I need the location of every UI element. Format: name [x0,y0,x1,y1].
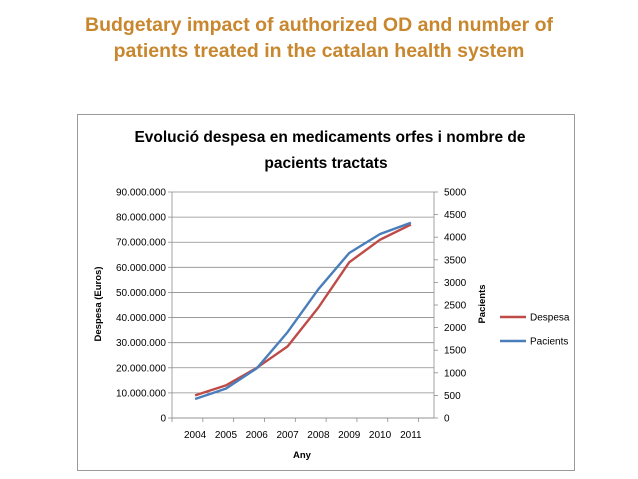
y-right-tick-label: 2500 [444,301,467,312]
y-left-tick-label: 30.000.000 [116,338,166,349]
y-right-tick-label: 4000 [444,233,467,244]
x-tick-label: 2005 [215,430,238,441]
y-right-tick-label: 3500 [444,255,467,266]
y-right-tick-label: 5000 [444,188,467,199]
legend-label-despesa: Despesa [530,313,570,324]
y-right-tick-label: 4500 [444,210,467,221]
y-left-tick-label: 80.000.000 [116,213,166,224]
y-right-tick-label: 500 [444,391,461,402]
series-line-despesa [194,223,412,397]
y-left-tick-label: 90.000.000 [116,188,166,199]
tick-labels: 0 10.000.000 20.000.000 30.000.000 40.000.00… [116,188,467,442]
slide-title: Budgetary impact of authorized OD and nu… [40,12,598,64]
y-axis-left-title: Despesa (Euros) [93,267,104,342]
axes [168,191,438,422]
y-right-tick-label: 1000 [444,368,467,379]
series-lines [194,221,412,401]
x-axis-title: Any [293,450,312,461]
x-tick-label: 2011 [400,430,422,441]
legend: Despesa Pacients [500,313,570,348]
x-tick-label: 2007 [276,430,299,441]
x-tick-label: 2004 [184,430,207,441]
y-axis-right-title: Pacients [477,284,488,323]
y-right-tick-label: 2000 [444,323,467,334]
slide-title-line-1: Budgetary impact of authorized OD and nu… [84,14,554,36]
gridlines [172,191,434,419]
y-left-tick-label: 20.000.000 [116,363,166,374]
chart-title-line-1: Evolució despesa en medicaments orfes i … [134,129,525,146]
y-left-tick-label: 0 [160,414,166,425]
x-tick-label: 2008 [307,430,330,441]
y-left-tick-label: 60.000.000 [116,263,166,274]
y-right-tick-label: 0 [444,414,450,425]
y-right-tick-label: 3000 [444,278,467,289]
y-right-tick-label: 1500 [444,346,467,357]
legend-label-pacients: Pacients [530,337,568,348]
x-tick-label: 2006 [246,430,269,441]
series-line-pacients [194,221,412,401]
x-tick-label: 2010 [369,430,392,441]
slide-title-line-2: patients treated in the catalan health s… [113,40,525,62]
y-left-tick-label: 40.000.000 [116,313,166,324]
y-left-tick-label: 10.000.000 [116,388,166,399]
chart-title-line-2: pacients tractats [264,155,387,172]
x-tick-label: 2009 [338,430,361,441]
y-left-tick-label: 50.000.000 [116,288,166,299]
y-left-tick-label: 70.000.000 [116,238,166,249]
